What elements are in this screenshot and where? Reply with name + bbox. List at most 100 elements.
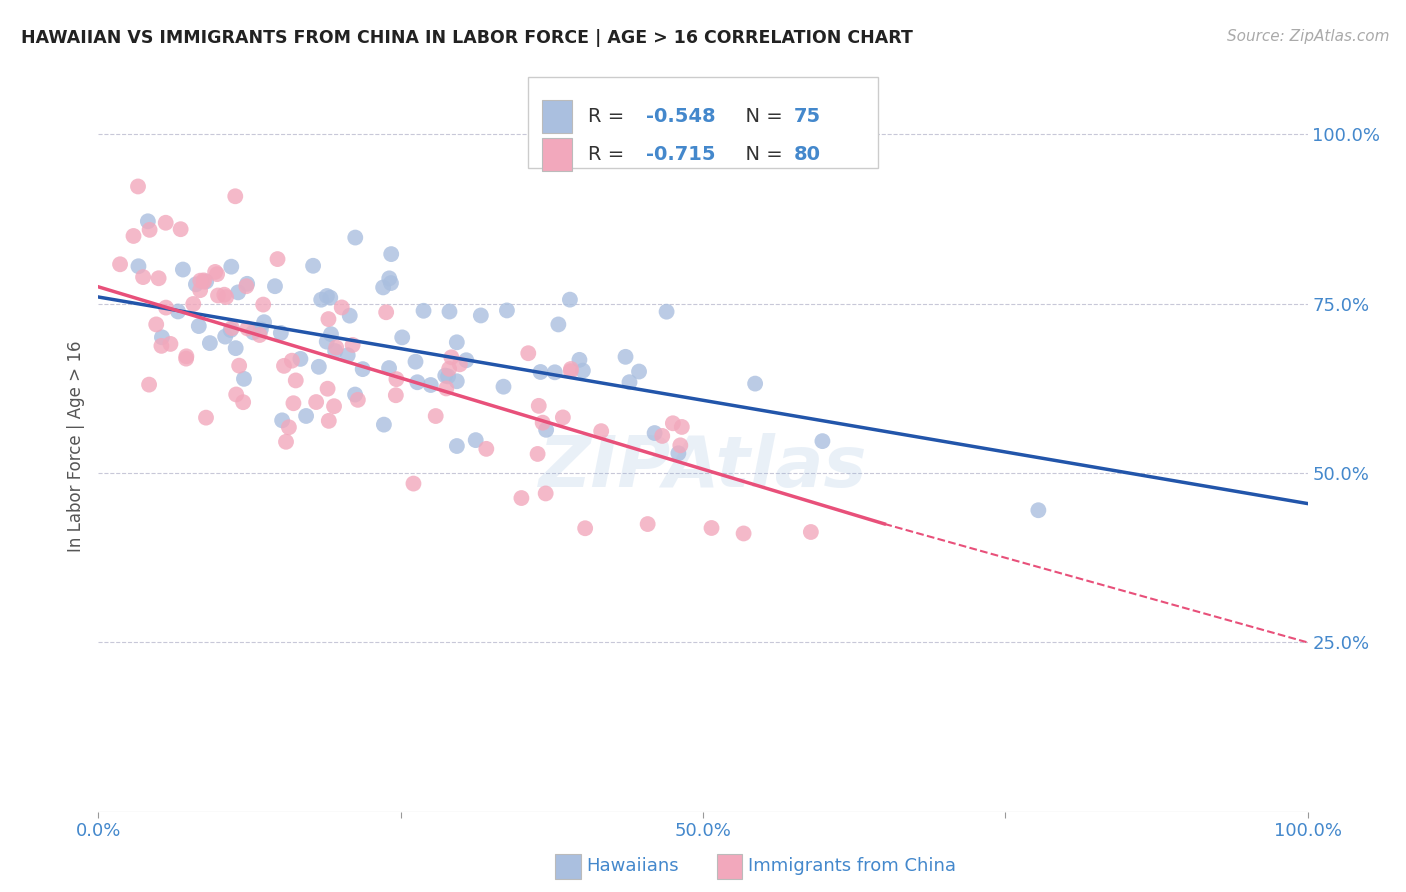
Point	[249, 328, 271, 343]
Point	[406, 376, 429, 390]
Point	[295, 409, 318, 423]
Point	[250, 322, 273, 336]
Point	[456, 353, 478, 368]
Point	[148, 271, 170, 285]
Point	[527, 399, 550, 413]
Point	[204, 265, 226, 279]
Point	[236, 321, 259, 335]
Point	[342, 338, 364, 352]
Point	[232, 395, 254, 409]
Point	[352, 362, 374, 376]
Text: N =: N =	[734, 107, 789, 127]
Point	[318, 312, 340, 326]
Point	[155, 301, 177, 315]
Point	[273, 359, 295, 373]
Point	[150, 330, 173, 344]
Point	[214, 329, 236, 343]
Point	[122, 229, 145, 244]
Point	[167, 304, 190, 318]
Point	[669, 438, 692, 452]
Point	[375, 305, 398, 319]
Point	[188, 274, 211, 288]
Point	[270, 326, 292, 340]
Point	[385, 372, 408, 386]
Point	[655, 304, 678, 318]
Point	[193, 275, 215, 289]
Point	[402, 476, 425, 491]
Point	[510, 491, 533, 505]
Point	[127, 179, 149, 194]
Point	[446, 439, 468, 453]
Point	[378, 271, 401, 285]
Point	[136, 214, 159, 228]
Point	[446, 335, 468, 350]
Point	[253, 315, 276, 329]
Point	[302, 259, 325, 273]
Point	[198, 336, 221, 351]
Point	[215, 290, 238, 304]
Point	[181, 297, 204, 311]
Point	[195, 275, 218, 289]
Point	[315, 334, 337, 349]
Point	[195, 410, 218, 425]
Point	[475, 442, 498, 456]
Point	[319, 327, 342, 342]
Point	[323, 344, 346, 359]
Point	[207, 288, 229, 302]
FancyBboxPatch shape	[527, 77, 879, 168]
Point	[534, 486, 557, 500]
Point	[517, 346, 540, 360]
Point	[344, 230, 367, 244]
Point	[228, 359, 250, 373]
Point	[568, 352, 591, 367]
Point	[132, 270, 155, 285]
Point	[551, 410, 574, 425]
Text: ZIPAtlas: ZIPAtlas	[538, 434, 868, 502]
Point	[373, 417, 395, 432]
Point	[172, 262, 194, 277]
Text: Hawaiians: Hawaiians	[586, 857, 679, 875]
Point	[405, 354, 427, 368]
Point	[214, 287, 236, 301]
Point	[449, 357, 471, 371]
Text: Source: ZipAtlas.com: Source: ZipAtlas.com	[1226, 29, 1389, 44]
Point	[700, 521, 723, 535]
Point	[188, 283, 211, 297]
Point	[534, 423, 557, 437]
Point	[637, 517, 659, 532]
Text: Immigrants from China: Immigrants from China	[748, 857, 956, 875]
Point	[319, 291, 342, 305]
Point	[529, 365, 551, 379]
Text: R =: R =	[588, 145, 631, 164]
Point	[644, 425, 666, 440]
Point	[439, 304, 461, 318]
Point	[666, 446, 689, 460]
Point	[434, 381, 457, 395]
Point	[744, 376, 766, 391]
Point	[316, 289, 339, 303]
Point	[378, 361, 401, 376]
Y-axis label: In Labor Force | Age > 16: In Labor Force | Age > 16	[66, 340, 84, 552]
Point	[219, 323, 242, 337]
Point	[309, 293, 332, 307]
Point	[470, 309, 492, 323]
Point	[108, 257, 131, 271]
Point	[305, 395, 328, 409]
Point	[274, 434, 297, 449]
Point	[176, 349, 198, 363]
Point	[380, 247, 402, 261]
Point	[233, 372, 256, 386]
Text: 80: 80	[793, 145, 821, 164]
Point	[380, 276, 402, 290]
Point	[496, 303, 519, 318]
Point	[560, 362, 582, 376]
Point	[544, 365, 567, 379]
Point	[425, 409, 447, 423]
Point	[391, 330, 413, 344]
Point	[127, 260, 149, 274]
Point	[800, 524, 823, 539]
Point	[434, 368, 457, 383]
Point	[316, 382, 339, 396]
Point	[437, 361, 460, 376]
Point	[733, 526, 755, 541]
